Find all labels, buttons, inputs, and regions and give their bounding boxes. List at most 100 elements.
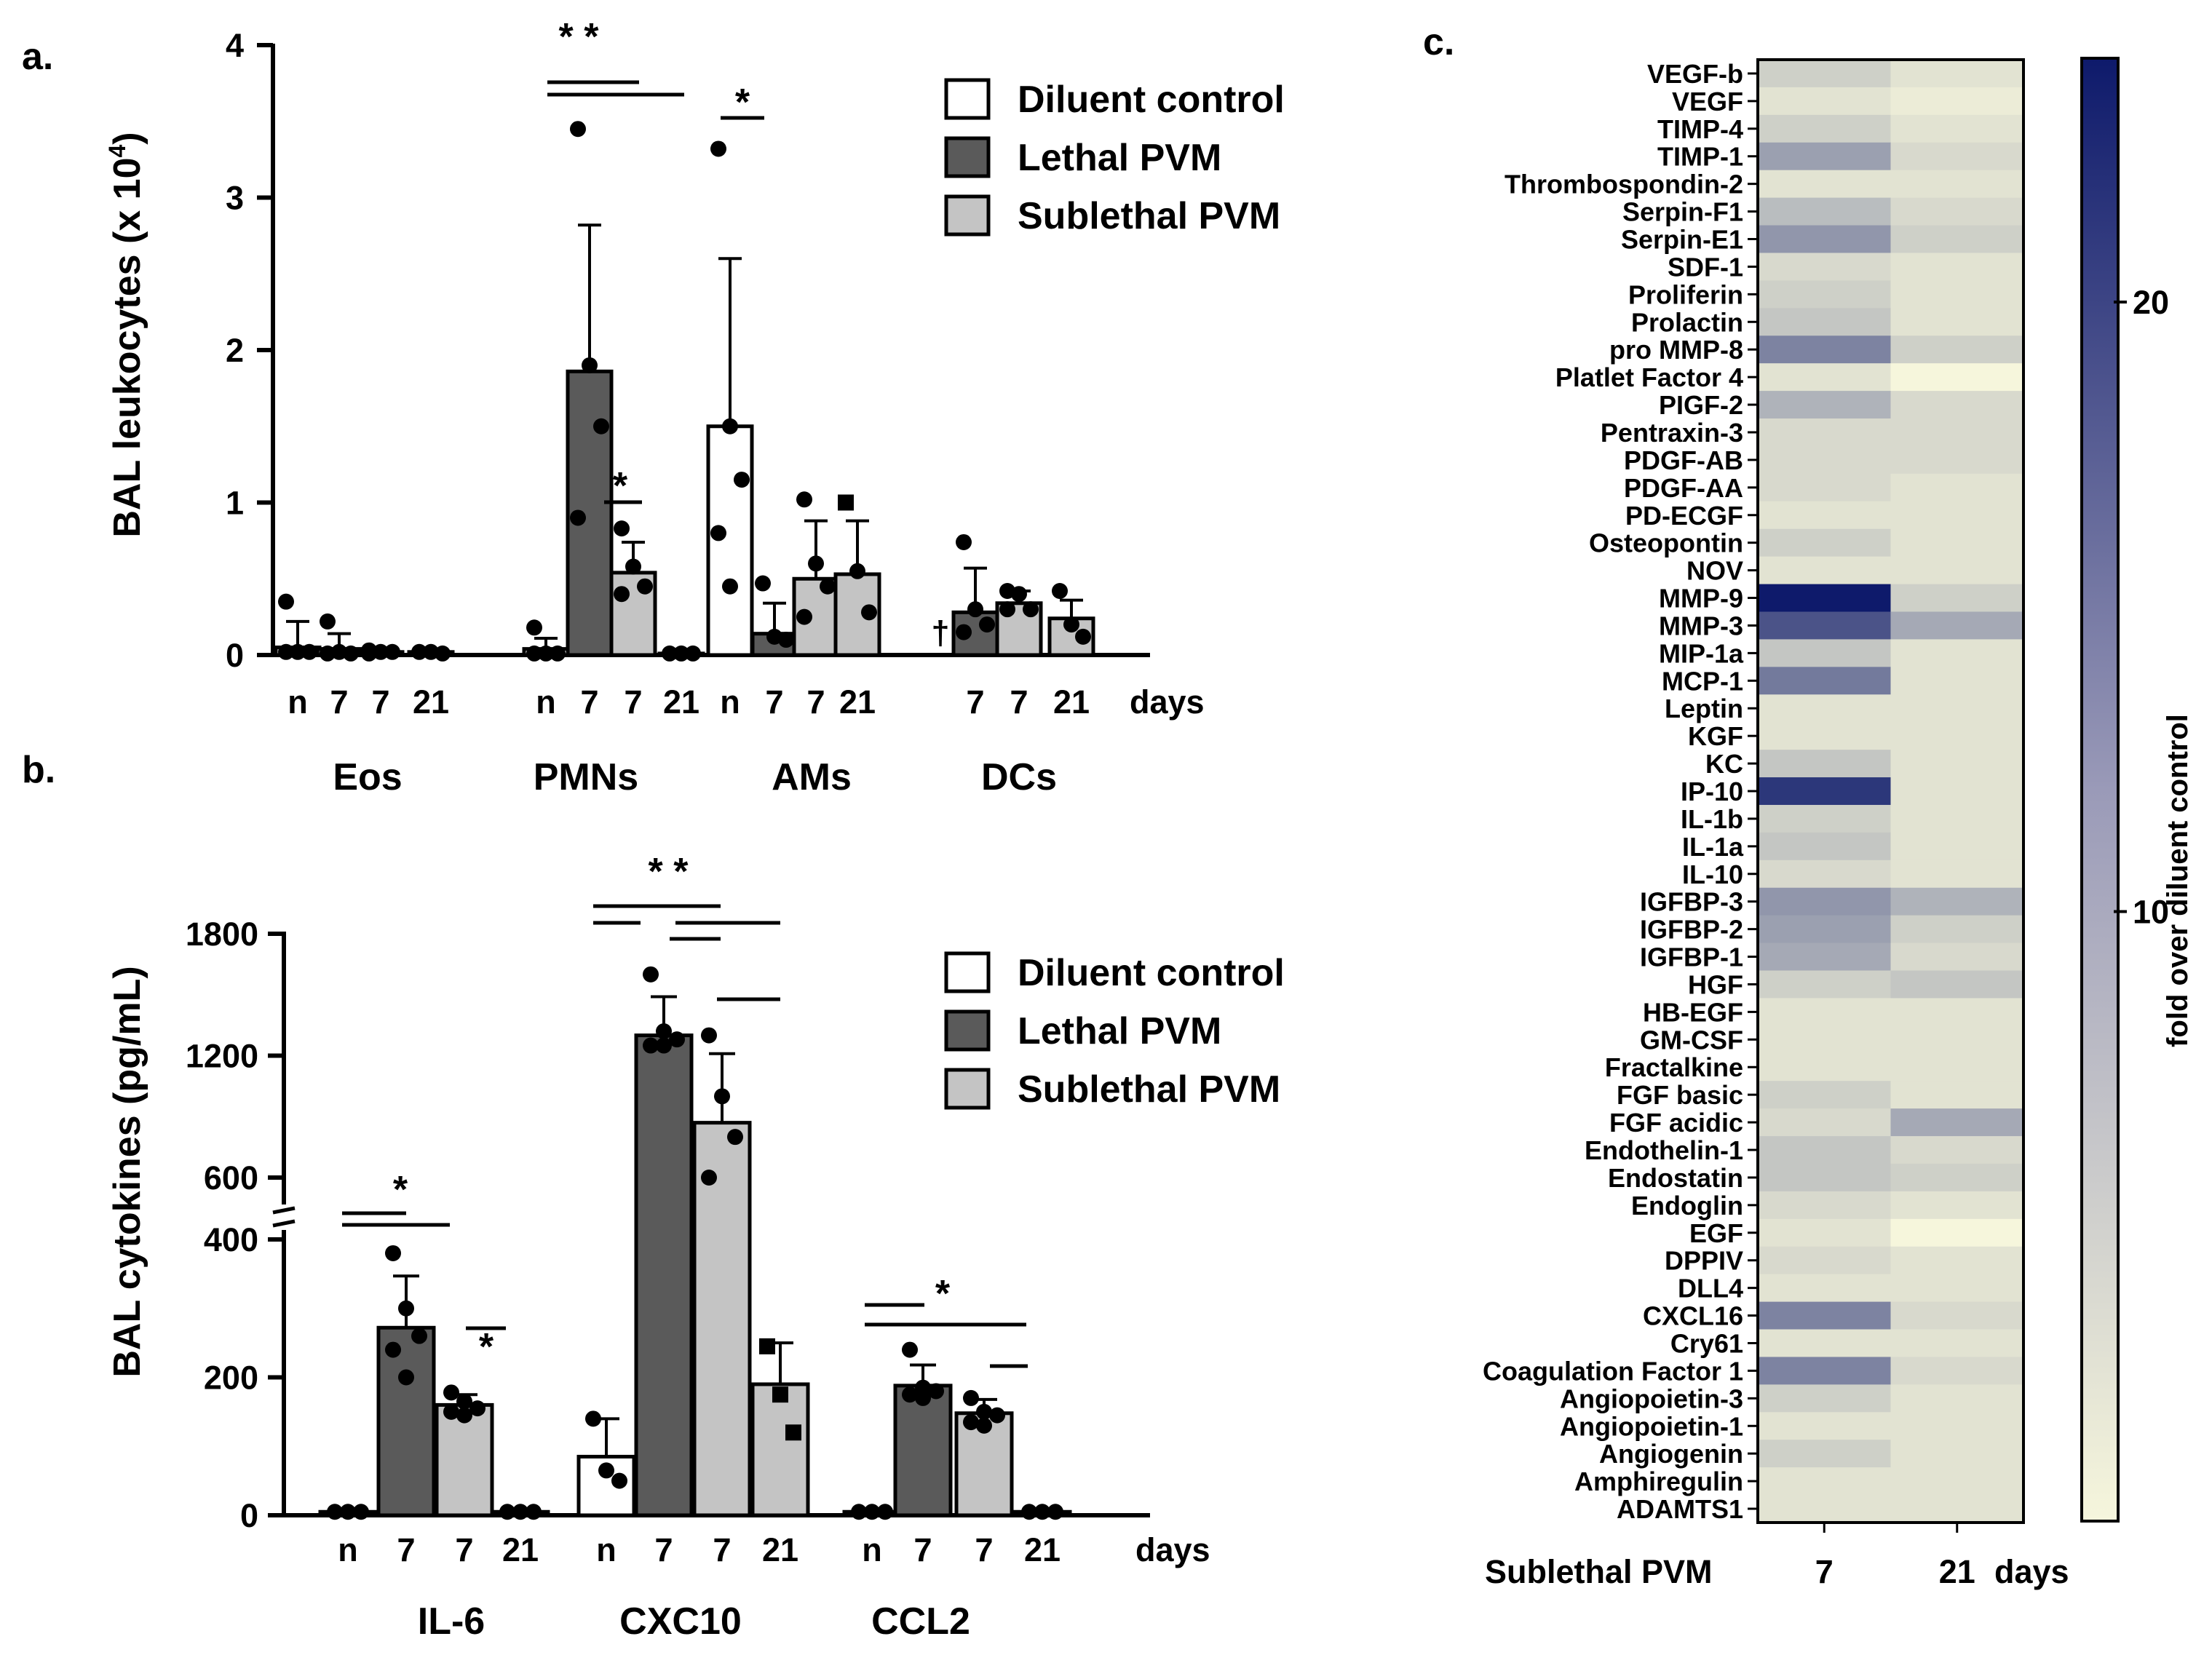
panel-c-heatmap: VEGF-bVEGFTIMP-4TIMP-1Thrombospondin-2Se… <box>1483 57 2169 1590</box>
b-xtick-label: 7 <box>713 1531 731 1568</box>
b-xtick-label: 21 <box>1024 1531 1061 1568</box>
a-ytick-label: 1 <box>226 485 244 522</box>
b-xtick-label: 7 <box>913 1531 932 1568</box>
heatmap-cell <box>1890 694 2024 723</box>
heatmap-cell <box>1890 1495 2024 1523</box>
a-sig-star: * <box>735 82 750 124</box>
heatmap-row-label: Platlet Factor 4 <box>1555 362 1743 392</box>
heatmap-cell <box>1758 750 1891 778</box>
a-xtick-label: 7 <box>580 683 598 721</box>
heatmap-row-label: SDF-1 <box>1668 252 1743 282</box>
a-xtick-label: 21 <box>663 683 699 721</box>
a-datapoint <box>423 643 439 660</box>
heatmap-cell <box>1890 336 2024 364</box>
panel-a-days-unit: days <box>1130 683 1205 721</box>
heatmap-row-label: IGFBP-2 <box>1640 915 1743 945</box>
a-datapoint <box>861 604 877 621</box>
heatmap-cell <box>1758 501 1891 530</box>
b-datapoint <box>1021 1504 1037 1520</box>
b-datapoint <box>701 1170 717 1186</box>
heatmap-row-label: IL-10 <box>1682 860 1743 889</box>
heatmap-row-label: Proliferin <box>1628 279 1743 309</box>
heatmap-cell <box>1758 308 1891 336</box>
a-datapoint <box>625 558 641 575</box>
a-legend-label: Diluent control <box>1018 79 1285 121</box>
heatmap-cell <box>1890 1025 2024 1054</box>
b-xtick-label: 21 <box>502 1531 539 1568</box>
heatmap-cell <box>1758 1191 1891 1220</box>
a-datapoint <box>384 643 400 660</box>
heatmap-row-label: Angiopoietin-1 <box>1560 1411 1743 1441</box>
heatmap-row-label: Fractalkine <box>1605 1052 1743 1082</box>
b-datapoint <box>456 1407 472 1424</box>
a-xtick-label: 7 <box>966 683 984 721</box>
heatmap-row-label: NOV <box>1686 556 1743 586</box>
heatmap-cell <box>1890 253 2024 281</box>
heatmap-cell <box>1890 1357 2024 1385</box>
a-ytick-label: 3 <box>226 180 244 217</box>
heatmap-cell <box>1758 1108 1891 1137</box>
heatmap-col-title: Sublethal PVM <box>1485 1553 1713 1590</box>
heatmap-cell <box>1890 1467 2024 1496</box>
colorbar-tick-label: 20 <box>2133 284 2169 321</box>
heatmap-cell <box>1758 1301 1891 1330</box>
heatmap-cell <box>1890 473 2024 502</box>
a-xtick-label: n <box>536 683 556 721</box>
b-datapoint <box>851 1504 867 1520</box>
a-datapoint <box>796 491 812 508</box>
heatmap-cell <box>1890 1384 2024 1413</box>
heatmap-cell <box>1890 114 2024 143</box>
heatmap-cell <box>1890 418 2024 447</box>
b-datapoint <box>611 1472 627 1489</box>
heatmap-row-label: MIP-1a <box>1659 638 1744 668</box>
b-sig-star: * <box>479 1326 494 1368</box>
b-legend-label: Lethal PVM <box>1018 1010 1221 1052</box>
b-datapoint <box>353 1504 369 1520</box>
a-group-label: PMNs <box>534 756 638 798</box>
heatmap-cell <box>1890 87 2024 116</box>
heatmap-row-label: Pentraxin-3 <box>1601 418 1743 448</box>
heatmap-cell <box>1758 445 1891 475</box>
heatmap-cell <box>1758 1081 1891 1109</box>
b-legend-swatch <box>944 951 991 993</box>
b-bar <box>750 1382 810 1517</box>
b-ytick-label: 200 <box>204 1360 258 1397</box>
a-datapoint <box>722 418 738 434</box>
a-xtick-label: 21 <box>1053 683 1090 721</box>
heatmap-cell <box>1758 142 1891 171</box>
a-datapoint <box>538 645 554 662</box>
heatmap-cell <box>1758 1357 1891 1385</box>
b-datapoint <box>877 1504 893 1520</box>
heatmap-cell <box>1890 1218 2024 1247</box>
heatmap-col-label: 7 <box>1815 1553 1834 1590</box>
a-datapoint <box>550 645 566 662</box>
a-datapoint <box>1052 583 1068 600</box>
heatmap-cell <box>1758 1053 1891 1081</box>
a-datapoint <box>710 525 726 541</box>
a-xtick-label: n <box>720 683 740 721</box>
heatmap-cell <box>1890 722 2024 750</box>
heatmap-cell <box>1890 832 2024 861</box>
heatmap-row-label: IGFBP-1 <box>1640 942 1743 972</box>
b-legend-swatch <box>944 1009 991 1052</box>
heatmap-cell <box>1758 1495 1891 1523</box>
heatmap-cell <box>1758 667 1891 695</box>
a-datapoint <box>796 608 812 625</box>
heatmap-row-label: VEGF <box>1672 87 1743 116</box>
panel-a-ylabel: BAL leukocytes (x 104) <box>104 132 148 537</box>
b-datapoint <box>727 1129 743 1146</box>
b-ytick-label: 600 <box>204 1159 258 1196</box>
a-datapoint <box>278 643 294 660</box>
b-ytick-label: 1200 <box>186 1038 258 1075</box>
heatmap-row-label: KC <box>1705 749 1743 779</box>
colorbar-tick-label: 10 <box>2133 894 2169 931</box>
heatmap-row-label: IL-1b <box>1681 804 1743 834</box>
heatmap-cell <box>1890 998 2024 1026</box>
b-datapoint <box>1034 1504 1050 1520</box>
a-datapoint <box>320 645 336 662</box>
b-xtick-label: n <box>338 1531 358 1568</box>
heatmap-row-label: DPPIV <box>1665 1246 1743 1276</box>
b-group-label: CXC10 <box>619 1600 742 1643</box>
heatmap-row-label: Thrombospondin-2 <box>1505 170 1743 199</box>
